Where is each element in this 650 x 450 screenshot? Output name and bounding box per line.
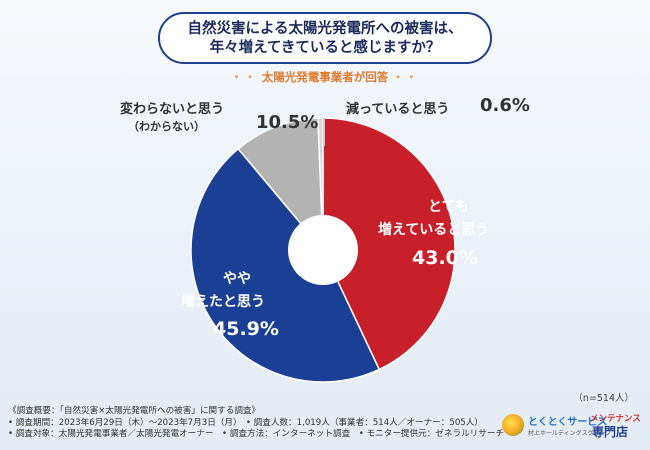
pct-decreased: 0.6% [480, 95, 530, 116]
footer-row-2: • 調査期間：2023年6月29日（木）～2023年7月3日（月） • 調査人数… [8, 417, 483, 428]
decreased-leader-line [323, 118, 325, 146]
slice-very-increased [322, 117, 456, 371]
slice-somewhat-increased [190, 147, 381, 383]
question-box: 自然災害による太陽光発電所への被害は、 年々増えてきていると感じますか？ [158, 12, 492, 64]
footer-outline: 《調査概要：「自然災害×太陽光発電所への被害」に関する調査》 [8, 406, 261, 416]
company-logo: とくとくサービス 村上ホールディングスグループ メンテナンス 専門店 [502, 410, 642, 444]
label-somewhat-increased-2: 増えたと思う [181, 294, 265, 310]
pct-unchanged: 10.5% [256, 112, 319, 133]
question-line-1: 自然災害による太陽光発電所への被害は、 [187, 21, 463, 37]
pct-very-increased: 43.0% [412, 247, 478, 269]
label-very-increased-2: 増えていると思う [378, 222, 490, 238]
survey-footer: 《調査概要：「自然災害×太陽光発電所への被害」に関する調査》 • 調査期間：20… [8, 406, 504, 441]
respondent-note: ・・ 太陽光発電事業者が回答 ・・ [0, 69, 650, 85]
respondent-dots-left: ・・ [230, 70, 258, 84]
label-somewhat-increased-1: やや [223, 271, 251, 287]
respondent-dots-right: ・・ [392, 70, 420, 84]
footer-row-3: • 調査対象：太陽光発電事業者／太陽光発電オーナー • 調査方法：インターネット… [8, 429, 505, 439]
respondent-text: 太陽光発電事業者が回答 [261, 70, 389, 84]
logo-maintenance: メンテナンス [590, 414, 641, 424]
logo-group: 村上ホールディングスグループ [528, 430, 612, 437]
label-unchanged: 変わらないと思う [120, 102, 225, 117]
sample-size: （n=514人） [573, 393, 634, 404]
pct-somewhat-increased: 45.9% [213, 318, 279, 340]
label-very-increased-1: とても [428, 199, 469, 215]
slice-unchanged [237, 117, 324, 253]
donut-hole [288, 215, 358, 285]
label-decreased: 減っていると思う [346, 102, 450, 117]
question-line-2: 年々増えてきていると感じますか？ [209, 40, 441, 56]
logo-store: 専門店 [592, 425, 629, 439]
logo-mark-icon [502, 414, 524, 436]
label-unchanged-sub: （わからない） [128, 120, 205, 133]
logo-brand: とくとくサービス [528, 417, 608, 428]
